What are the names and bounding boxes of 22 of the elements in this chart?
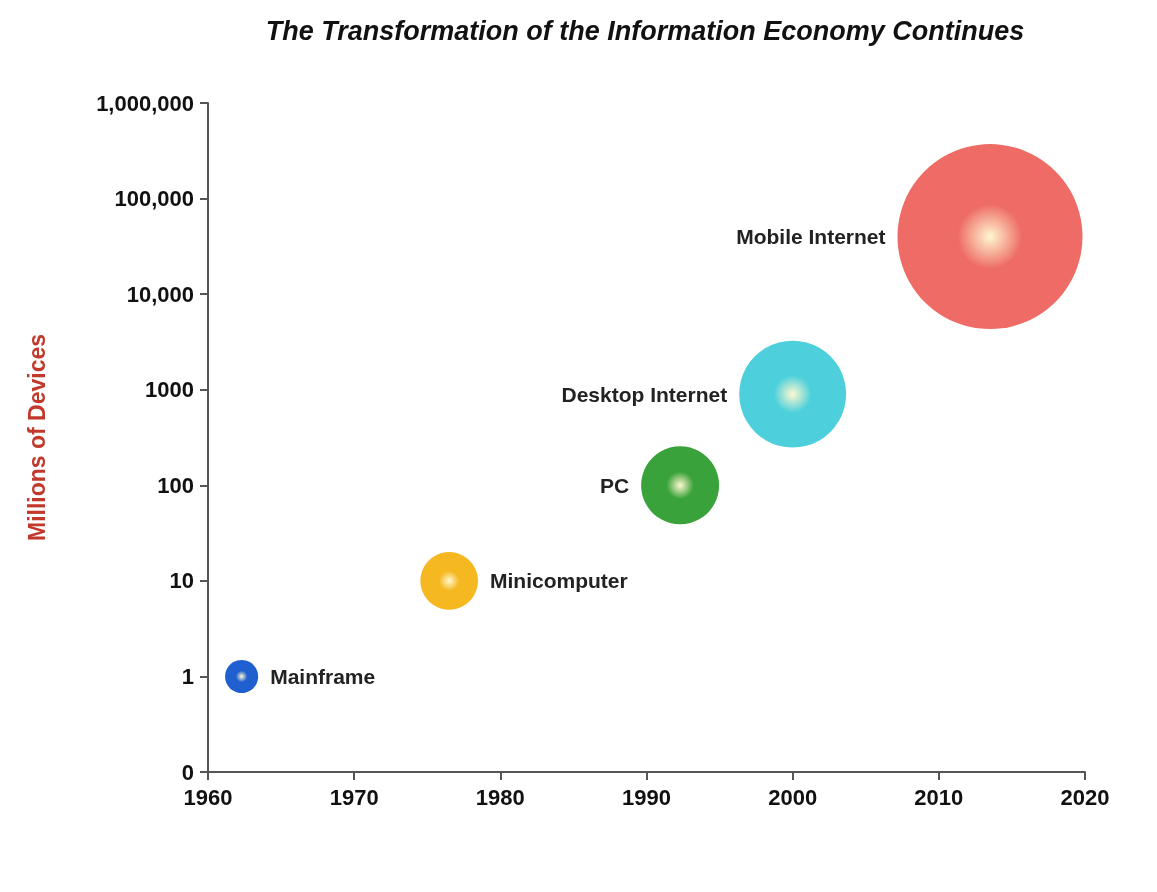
chart-title: The Transformation of the Information Economy Continues	[265, 15, 1025, 46]
series-label: Mainframe	[270, 664, 376, 688]
x-tick-label: 1960	[183, 784, 233, 810]
y-tick-label: 10,000	[126, 281, 194, 307]
y-tick-label: 1,000,000	[96, 90, 194, 116]
x-tick-label: 1990	[622, 784, 671, 810]
y-tick-label: 0	[181, 759, 194, 785]
series-label: Desktop Internet	[561, 382, 728, 406]
x-tick-label: 1980	[475, 784, 525, 810]
x-tick-label: 2020	[1060, 784, 1110, 810]
x-tick-label: 2000	[768, 784, 818, 810]
x-tick-label: 2010	[914, 784, 964, 810]
y-axis-title: Millions of Devices	[23, 333, 50, 542]
y-tick-label: 1	[181, 663, 194, 689]
series-label: PC	[599, 473, 630, 497]
series-label: Mobile Internet	[736, 225, 886, 249]
series-label: Minicomputer	[489, 569, 628, 593]
y-tick-label: 100,000	[114, 186, 194, 212]
y-tick-label: 100	[157, 472, 194, 498]
x-tick-label: 1970	[329, 784, 379, 810]
y-tick-label: 1000	[145, 377, 194, 403]
y-tick-label: 10	[169, 568, 194, 594]
